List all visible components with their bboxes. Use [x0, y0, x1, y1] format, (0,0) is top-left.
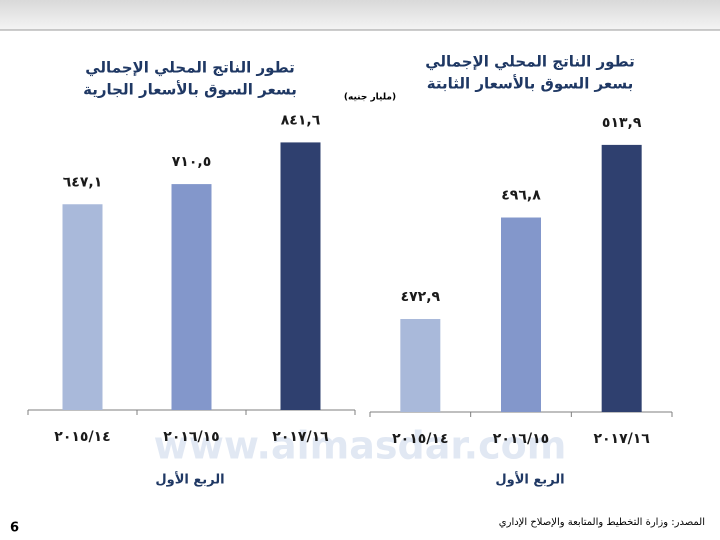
watermark: www.almasdar.com: [154, 424, 567, 468]
chart-title: تطور الناتج المحلي الإجمالي: [425, 53, 634, 71]
page-number: 6: [10, 521, 19, 536]
value-label: ٨٤١,٦: [281, 112, 321, 128]
x-tick-label: ٢٠١٧/١٦: [593, 431, 650, 447]
bar: [400, 319, 441, 412]
x-axis-label: الربع الأول: [495, 471, 564, 488]
x-tick-label: ٢٠١٥/١٤: [392, 431, 448, 447]
bar: [62, 204, 103, 410]
value-label: ٥١٣,٩: [602, 115, 642, 131]
x-tick-label: ٢٠١٦/١٥: [493, 431, 549, 447]
bar: [171, 184, 212, 410]
x-axis-label: الربع الأول: [155, 471, 224, 488]
value-label: ٤٩٦,٨: [501, 188, 541, 204]
unit-label: (مليار جنيه): [344, 93, 396, 103]
bar: [501, 217, 541, 412]
value-label: ٤٧٢,٩: [401, 289, 441, 305]
chart-subtitle: بسعر السوق بالأسعار الجارية: [83, 81, 297, 99]
source-note: المصدر: وزارة التخطيط والمتابعة والإصلاح…: [499, 517, 705, 528]
chart-title: تطور الناتج المحلي الإجمالي: [85, 59, 294, 77]
x-tick-label: ٢٠١٥/١٤: [54, 429, 110, 445]
bar: [601, 144, 642, 412]
x-tick-label: ٢٠١٧/١٦: [272, 429, 329, 445]
value-label: ٧١٠,٥: [172, 154, 212, 170]
chart-subtitle: بسعر السوق بالأسعار الثابتة: [427, 75, 634, 93]
value-label: ٦٤٧,١: [63, 174, 103, 190]
header-band: [0, 0, 720, 30]
bar: [280, 142, 321, 410]
x-tick-label: ٢٠١٦/١٥: [163, 429, 219, 445]
